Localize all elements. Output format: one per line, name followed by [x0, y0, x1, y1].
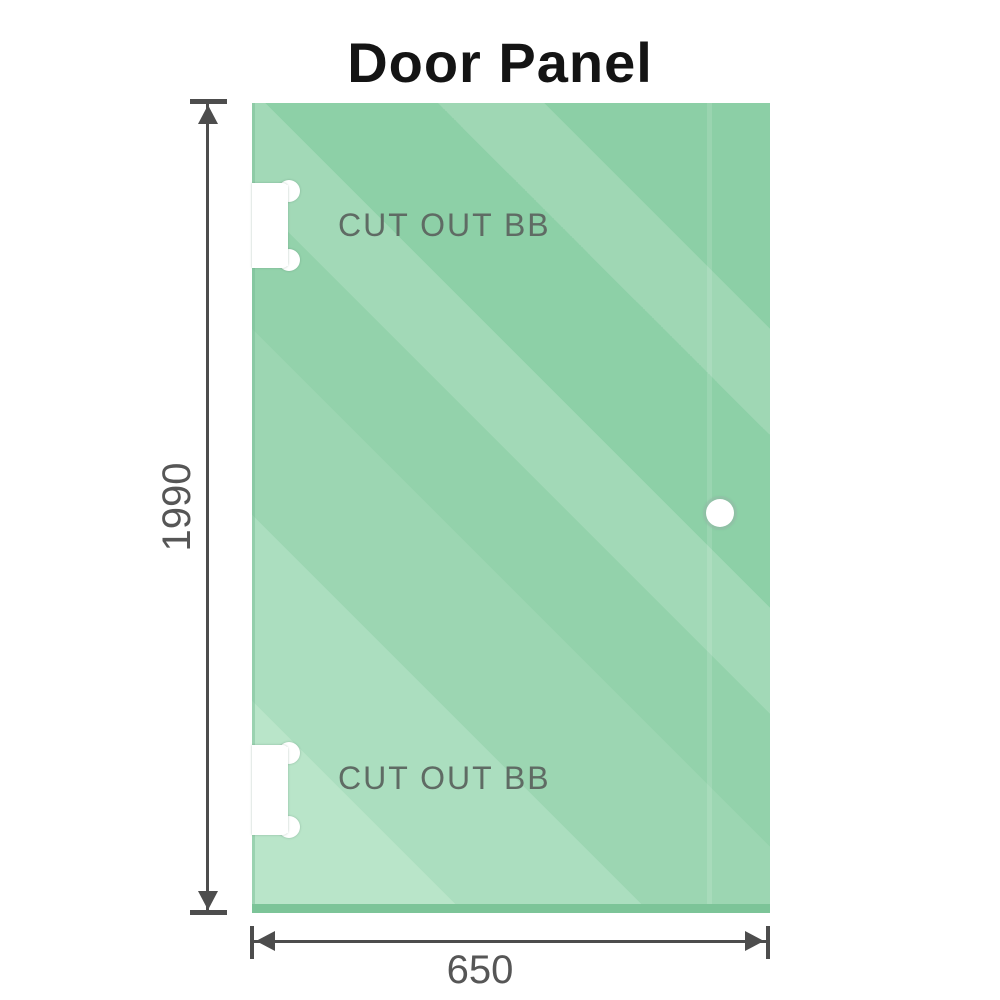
arrowhead-down-icon [198, 891, 218, 910]
dimension-tick-right [766, 926, 770, 959]
width-dimension-label: 650 [446, 948, 514, 992]
arrowhead-right-icon [745, 931, 764, 951]
height-dimension-line [206, 104, 209, 910]
dimension-tick-left [250, 926, 254, 959]
page-title: Door Panel [347, 31, 653, 94]
hinge-cutout-top [252, 180, 300, 271]
cutout-label-top: CUT OUT BB [338, 207, 551, 243]
width-dimension-line [254, 940, 766, 943]
glass-panel: CUT OUT BB CUT OUT BB [252, 103, 770, 913]
panel-left-edge [252, 103, 255, 913]
arrowhead-left-icon [256, 931, 275, 951]
panel-bottom-edge [252, 904, 770, 913]
handle-hole-icon [706, 499, 734, 527]
cutout-label-bottom: CUT OUT BB [338, 760, 551, 796]
arrowhead-up-icon [198, 105, 218, 124]
hinge-cutout-bottom [252, 742, 300, 838]
dimension-tick-top [190, 99, 227, 104]
cutout-fill [252, 747, 288, 833]
cutout-fill [252, 185, 288, 266]
height-dimension-label: 1990 [155, 462, 199, 552]
dimension-tick-bottom [190, 910, 227, 915]
